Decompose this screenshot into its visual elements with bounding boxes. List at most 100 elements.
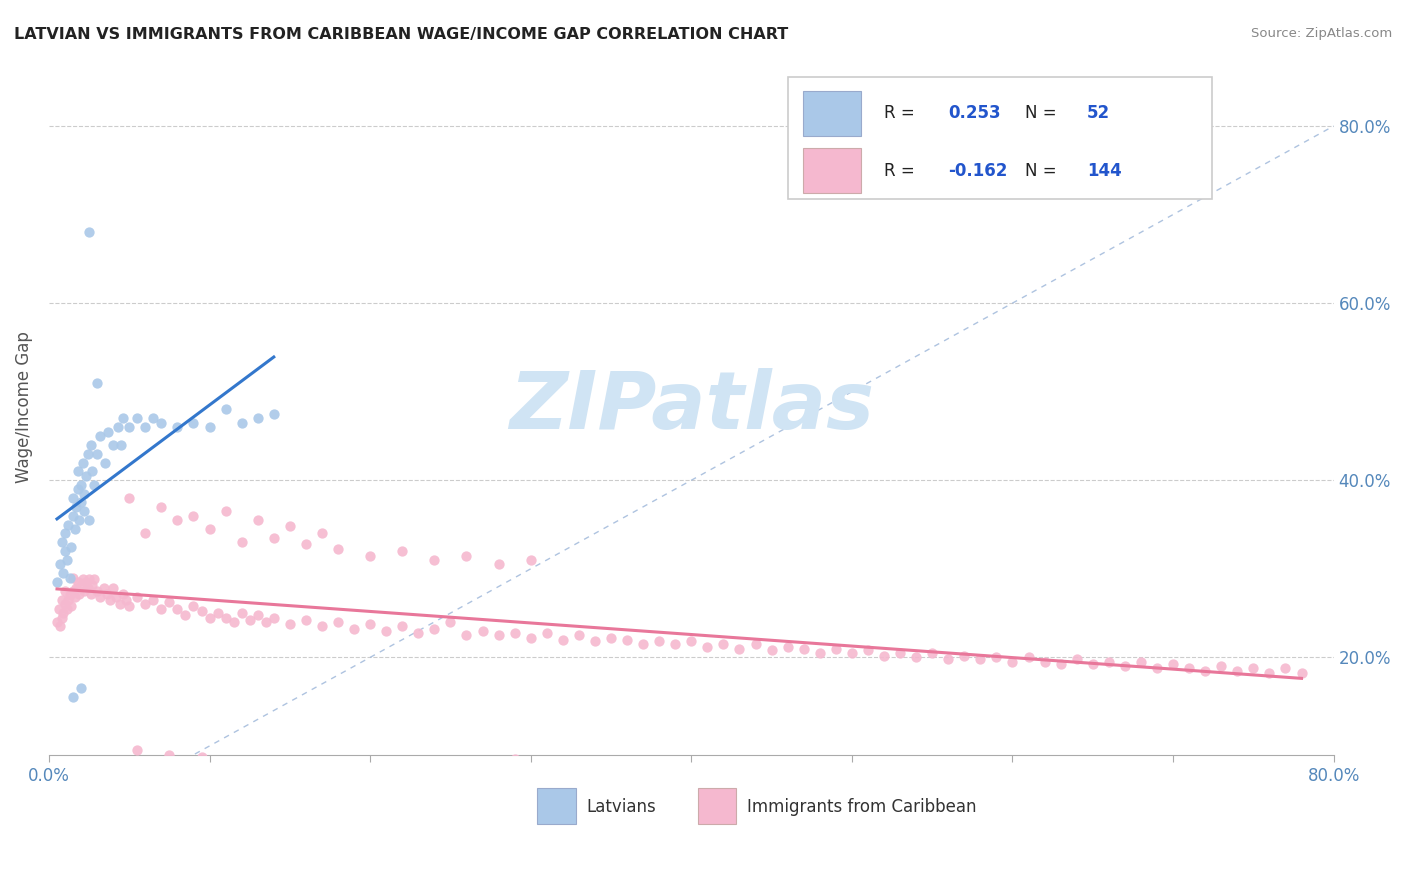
Point [49, 619, 72, 633]
Point [519, 631, 541, 645]
Text: 144: 144 [1087, 161, 1122, 180]
Point [1178, 661, 1201, 675]
Point [681, 634, 703, 648]
Point [921, 646, 943, 660]
Text: Latvians: Latvians [586, 798, 655, 816]
Point [142, 592, 165, 607]
Point [1194, 664, 1216, 678]
Point [60, 540, 83, 554]
Point [1211, 659, 1233, 673]
Point [98, 592, 121, 607]
Point [157, 747, 180, 762]
Point [391, 544, 413, 558]
Point [488, 628, 510, 642]
Point [776, 640, 799, 654]
Point [456, 628, 478, 642]
Point [295, 613, 318, 627]
Point [86, 447, 108, 461]
Point [1291, 666, 1313, 681]
Bar [803, 148, 860, 194]
Point [808, 646, 831, 660]
Point [59, 588, 82, 602]
Point [80, 438, 103, 452]
Point [583, 634, 606, 648]
Point [77, 513, 100, 527]
Point [536, 625, 558, 640]
Point [311, 619, 333, 633]
Point [1258, 666, 1281, 681]
Point [214, 504, 236, 518]
Point [551, 632, 574, 647]
Point [62, 571, 84, 585]
Point [51, 592, 73, 607]
Point [76, 582, 98, 596]
Point [62, 690, 84, 705]
Point [231, 416, 253, 430]
Point [103, 438, 125, 452]
Point [183, 416, 205, 430]
Point [231, 606, 253, 620]
Point [83, 477, 105, 491]
Point [1018, 650, 1040, 665]
Point [246, 607, 269, 622]
Point [841, 646, 863, 660]
Point [53, 544, 76, 558]
Point [97, 425, 120, 439]
Point [111, 411, 134, 425]
Point [1098, 655, 1121, 669]
Point [326, 542, 349, 557]
Point [107, 420, 129, 434]
Point [86, 584, 108, 599]
Bar [537, 789, 575, 824]
Point [46, 615, 69, 629]
Point [70, 495, 93, 509]
Text: Immigrants from Caribbean: Immigrants from Caribbean [747, 798, 976, 816]
Point [214, 402, 236, 417]
Point [190, 749, 212, 764]
Point [456, 549, 478, 563]
Point [246, 513, 269, 527]
Point [103, 582, 125, 596]
Point [52, 606, 75, 620]
Point [69, 513, 91, 527]
Point [51, 535, 73, 549]
Point [53, 526, 76, 541]
Point [1274, 661, 1296, 675]
Point [278, 616, 301, 631]
Point [127, 590, 149, 604]
Point [263, 610, 285, 624]
Point [744, 637, 766, 651]
Point [986, 650, 1008, 665]
Point [648, 634, 671, 648]
Point [75, 468, 97, 483]
Point [127, 411, 149, 425]
Point [66, 464, 89, 478]
Point [631, 637, 654, 651]
Point [86, 376, 108, 390]
Point [1226, 664, 1249, 678]
Bar [803, 90, 860, 136]
Point [77, 573, 100, 587]
Point [48, 601, 70, 615]
Point [295, 537, 318, 551]
Point [198, 610, 221, 624]
Point [62, 508, 84, 523]
Point [343, 622, 366, 636]
Point [166, 420, 188, 434]
Point [391, 619, 413, 633]
Point [439, 615, 461, 629]
Point [423, 622, 446, 636]
Text: ZIPatlas: ZIPatlas [509, 368, 873, 446]
Point [375, 624, 398, 638]
Point [80, 586, 103, 600]
Point [359, 549, 381, 563]
Point [183, 508, 205, 523]
Point [111, 586, 134, 600]
Point [263, 531, 285, 545]
Point [1161, 657, 1184, 672]
Point [73, 486, 96, 500]
Point [63, 522, 86, 536]
Point [311, 526, 333, 541]
Text: N =: N = [1025, 104, 1062, 122]
Text: R =: R = [884, 161, 920, 180]
